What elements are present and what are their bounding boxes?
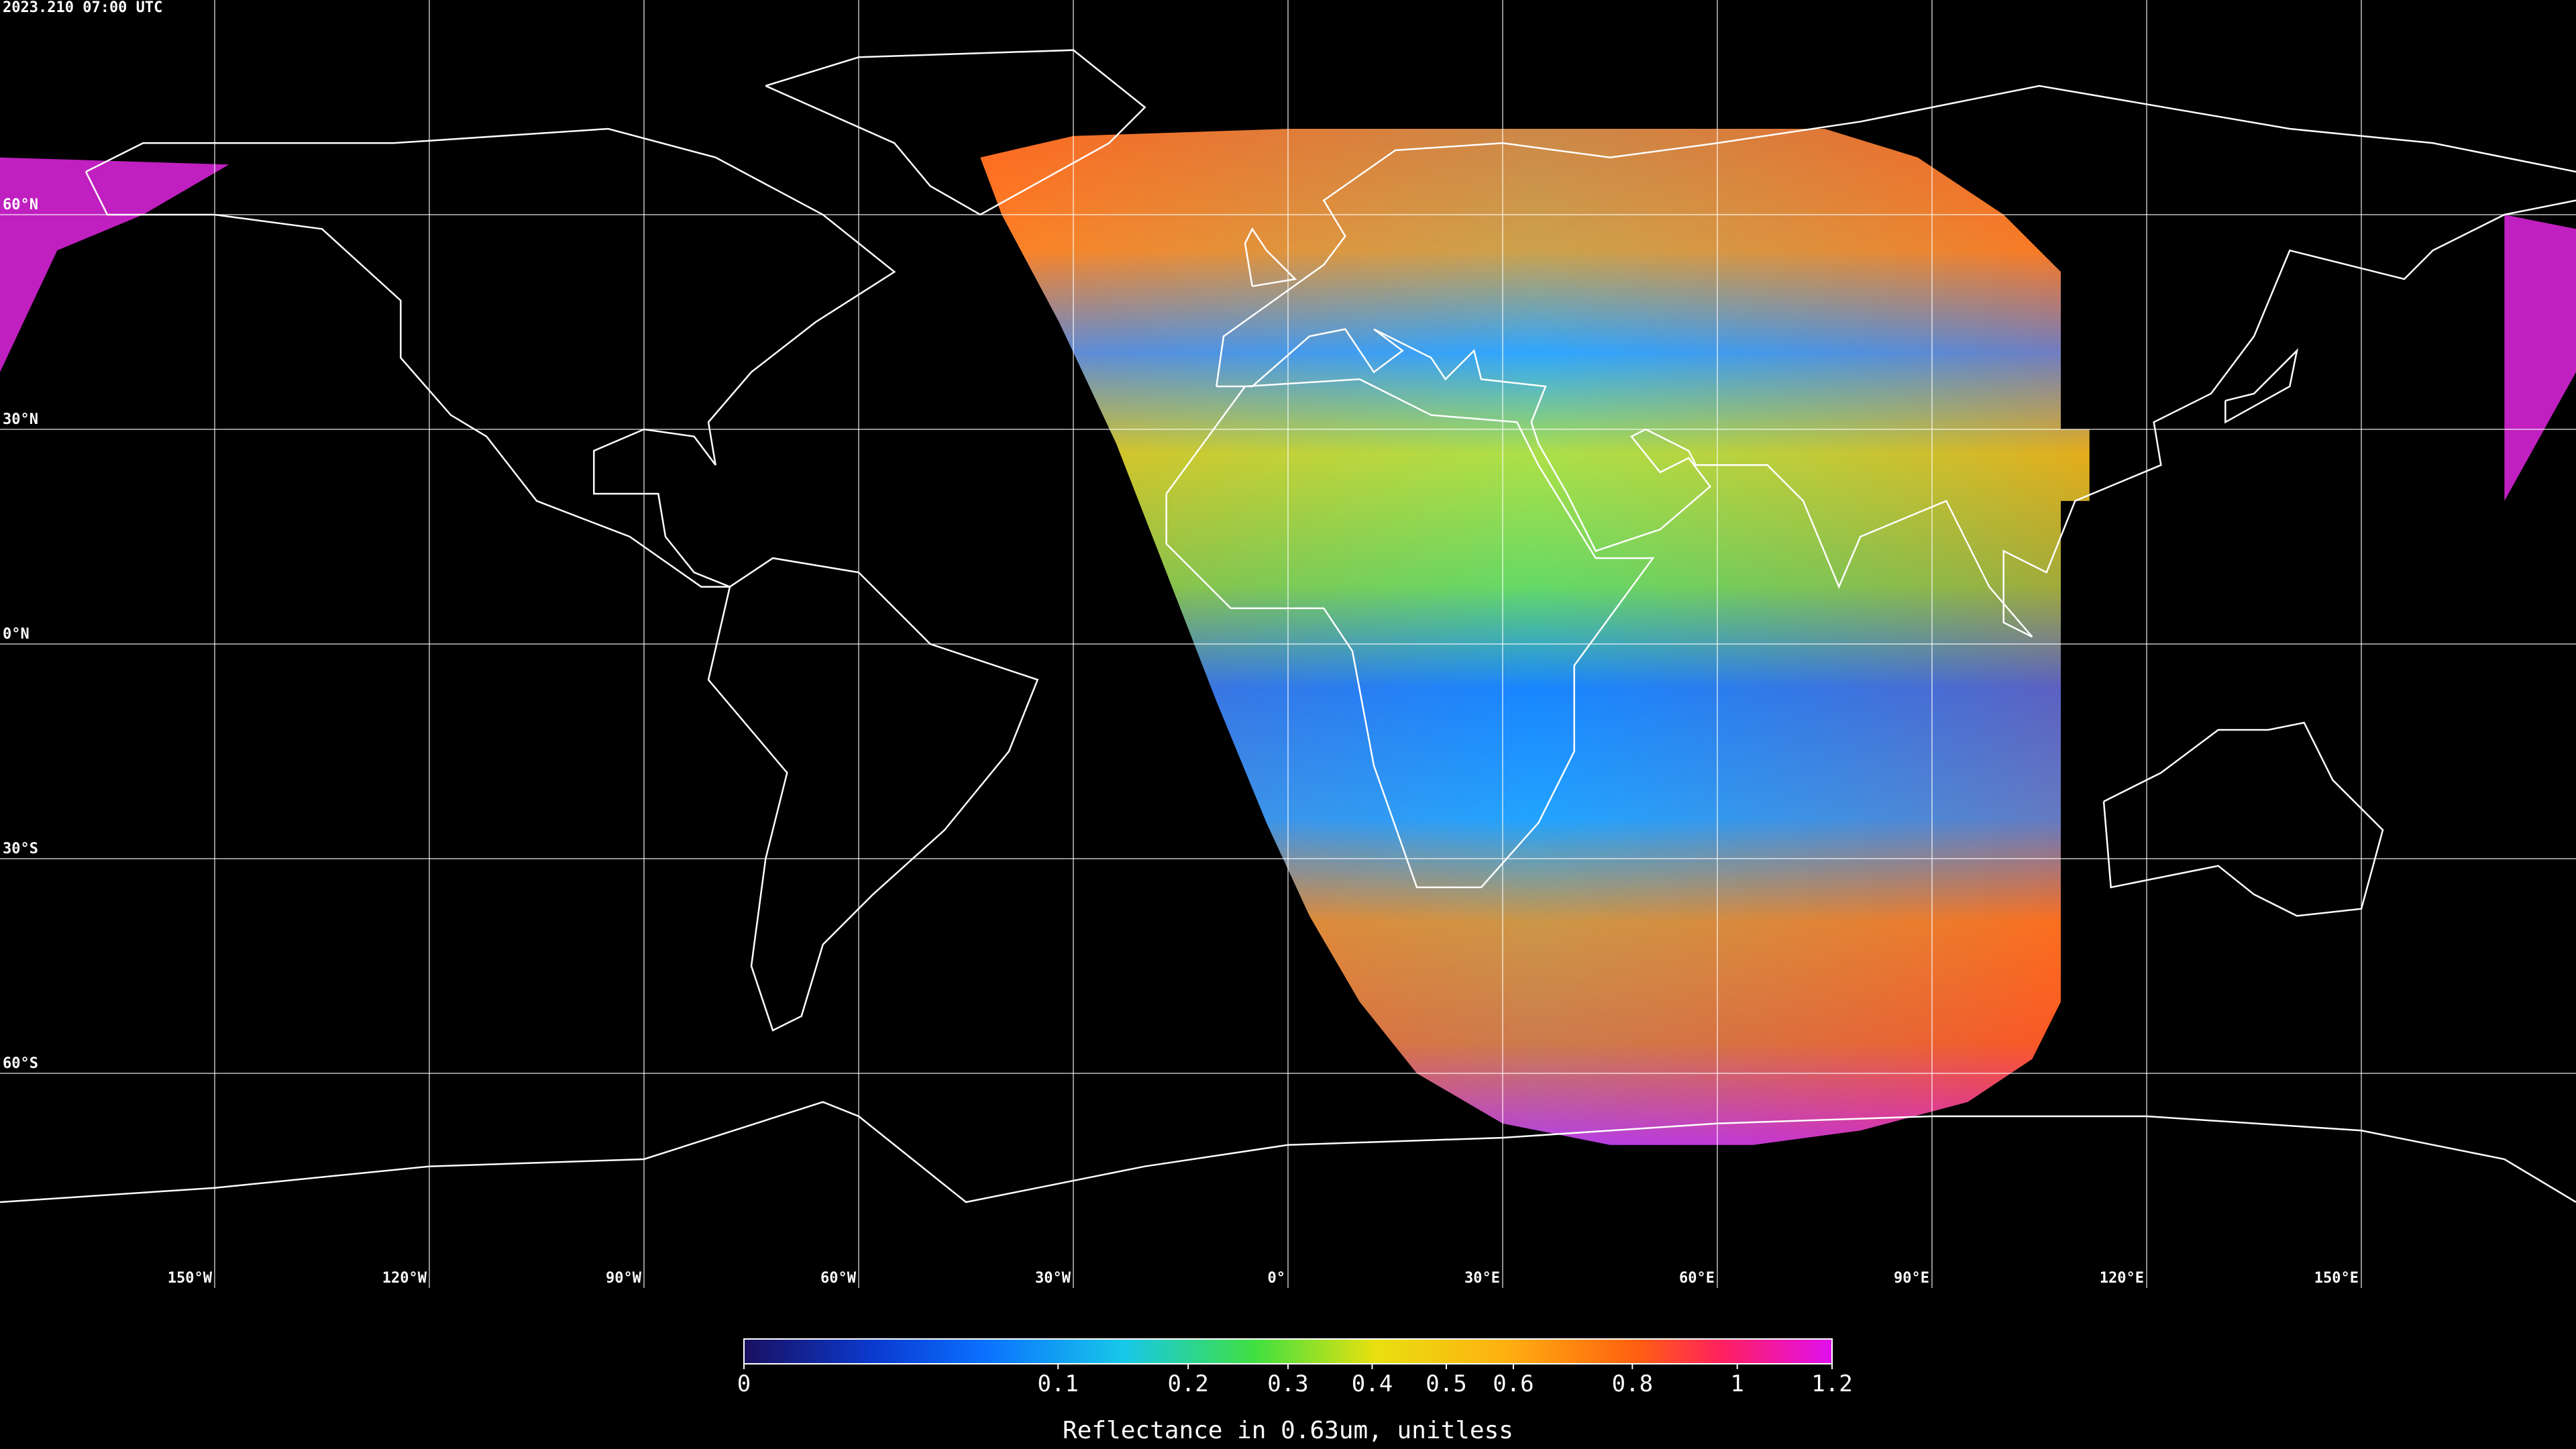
longitude-label: 90°E bbox=[1894, 1270, 1929, 1287]
swath-edge bbox=[0, 157, 229, 372]
coastline bbox=[1165, 378, 1655, 888]
colorbar-tick-label: 0.6 bbox=[1493, 1371, 1534, 1397]
coastlines bbox=[0, 49, 2576, 1203]
latitude-label: 60°N bbox=[3, 197, 38, 213]
longitude-label: 30°W bbox=[1035, 1270, 1071, 1287]
colorbar-label: Reflectance in 0.63um, unitless bbox=[1063, 1417, 1513, 1444]
colorbar-tick-label: 1 bbox=[1730, 1371, 1743, 1397]
longitude-label: 150°W bbox=[168, 1270, 213, 1287]
longitude-label: 90°W bbox=[606, 1270, 642, 1287]
longitude-label: 120°W bbox=[382, 1270, 427, 1287]
longitude-label: 0° bbox=[1268, 1270, 1286, 1287]
timestamp: 2023.210 07:00 UTC bbox=[3, 0, 162, 16]
coastline bbox=[765, 49, 1146, 216]
longitude-label: 60°E bbox=[1679, 1270, 1715, 1287]
colorbar-tick-label: 1.2 bbox=[1811, 1371, 1852, 1397]
longitude-label: 30°E bbox=[1464, 1270, 1500, 1287]
colorbar-tick-label: 0.1 bbox=[1038, 1371, 1079, 1397]
coastline bbox=[707, 557, 1039, 1032]
latitude-label: 30°N bbox=[3, 411, 38, 428]
coastline bbox=[2102, 721, 2384, 917]
colorbar-tick-label: 0.2 bbox=[1167, 1371, 1208, 1397]
longitude-label: 150°E bbox=[2314, 1270, 2359, 1287]
coastline bbox=[85, 127, 896, 588]
latitude-label: 60°S bbox=[3, 1055, 38, 1072]
graticule: 60°N 30°N 0°N 30°S 60°S 150°W 120°W 90°W 60°W 30°… bbox=[0, 0, 2576, 1288]
colorbar-tick-label: 0 bbox=[737, 1371, 751, 1397]
colorbar: 0 0.1 0.2 0.3 0.4 0.5 0.6 0.8 1 1.2 Reflectance in… bbox=[737, 1338, 1853, 1444]
latitude-label: 0°N bbox=[3, 626, 30, 643]
colorbar-tick-label: 0.3 bbox=[1267, 1371, 1308, 1397]
colorbar-tick-label: 0.4 bbox=[1352, 1371, 1393, 1397]
coastline bbox=[0, 1101, 2576, 1203]
coastline bbox=[2224, 347, 2299, 424]
colorbar-tick-label: 0.5 bbox=[1426, 1371, 1466, 1397]
longitude-label: 120°E bbox=[2100, 1270, 2144, 1287]
colorbar-tick-label: 0.8 bbox=[1612, 1371, 1653, 1397]
colorbar-bar bbox=[743, 1338, 1833, 1364]
latitude-label: 30°S bbox=[3, 841, 38, 857]
longitude-label: 60°W bbox=[820, 1270, 857, 1287]
